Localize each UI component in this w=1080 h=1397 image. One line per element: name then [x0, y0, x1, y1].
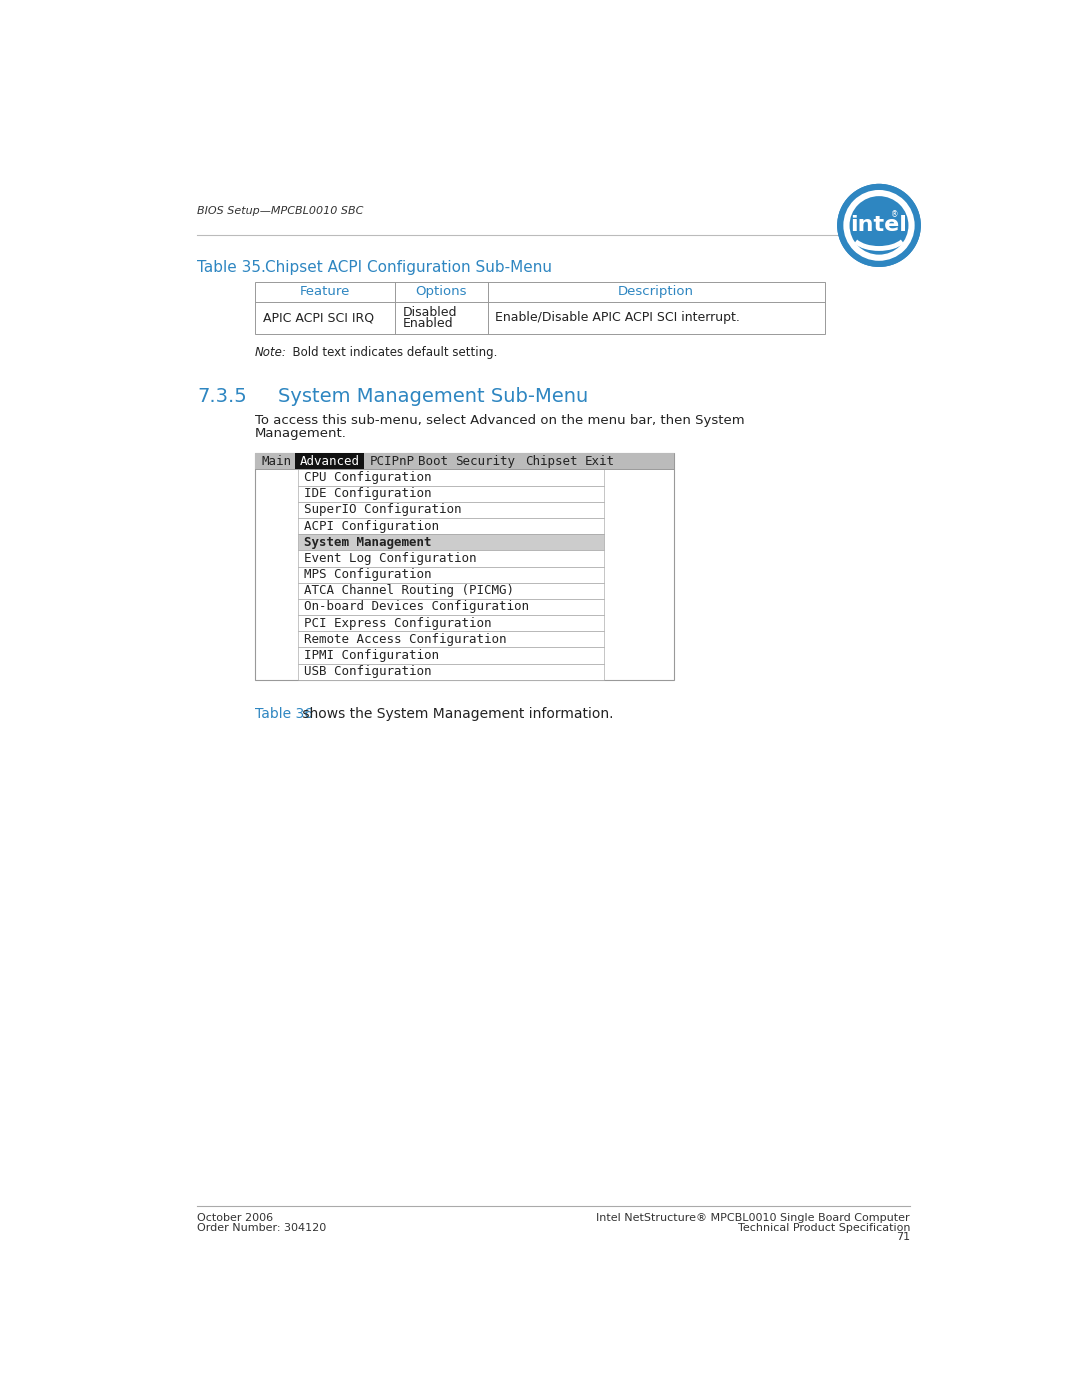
Text: BIOS Setup—MPCBL0010 SBC: BIOS Setup—MPCBL0010 SBC — [197, 207, 363, 217]
Text: ACPI Configuration: ACPI Configuration — [303, 520, 438, 532]
Text: PCI Express Configuration: PCI Express Configuration — [303, 616, 491, 630]
Text: Enabled: Enabled — [403, 317, 453, 330]
Bar — [255, 453, 674, 680]
Text: System Management: System Management — [303, 535, 431, 549]
Bar — [296, 453, 364, 469]
Bar — [298, 550, 604, 567]
Bar — [298, 502, 604, 518]
Bar — [298, 567, 604, 583]
Circle shape — [843, 190, 915, 261]
Text: Table 35.: Table 35. — [197, 260, 266, 275]
Text: intel: intel — [851, 215, 907, 235]
Text: SuperIO Configuration: SuperIO Configuration — [303, 503, 461, 517]
Text: 71: 71 — [896, 1232, 910, 1242]
Bar — [298, 534, 604, 550]
Circle shape — [837, 184, 921, 267]
Text: Boot: Boot — [418, 454, 448, 468]
Bar — [298, 518, 604, 534]
Text: Enable/Disable APIC ACPI SCI interrupt.: Enable/Disable APIC ACPI SCI interrupt. — [496, 312, 740, 324]
Text: To access this sub-menu, select Advanced on the menu bar, then System: To access this sub-menu, select Advanced… — [255, 414, 745, 427]
Bar — [298, 615, 604, 631]
Text: Management.: Management. — [255, 427, 347, 440]
Text: Security: Security — [455, 454, 515, 468]
Text: IPMI Configuration: IPMI Configuration — [303, 650, 438, 662]
Bar — [298, 583, 604, 599]
Ellipse shape — [845, 191, 914, 260]
Text: Feature: Feature — [299, 285, 350, 298]
Text: MPS Configuration: MPS Configuration — [303, 569, 431, 581]
Text: System Management Sub-Menu: System Management Sub-Menu — [279, 387, 589, 407]
Text: Chipset: Chipset — [525, 454, 578, 468]
Text: Order Number: 304120: Order Number: 304120 — [197, 1222, 326, 1232]
Text: Advanced: Advanced — [299, 454, 360, 468]
Text: ®: ® — [891, 210, 899, 219]
Text: CPU Configuration: CPU Configuration — [303, 471, 431, 485]
Bar — [298, 647, 604, 664]
Text: Table 36: Table 36 — [255, 707, 313, 721]
Text: shows the System Management information.: shows the System Management information. — [298, 707, 613, 721]
Text: Disabled: Disabled — [403, 306, 457, 319]
Text: ATCA Channel Routing (PICMG): ATCA Channel Routing (PICMG) — [303, 584, 514, 598]
Bar — [298, 599, 604, 615]
Text: Intel NetStructure® MPCBL0010 Single Board Computer: Intel NetStructure® MPCBL0010 Single Boa… — [596, 1214, 910, 1224]
Text: 7.3.5: 7.3.5 — [197, 387, 246, 407]
Text: Bold text indicates default setting.: Bold text indicates default setting. — [284, 346, 497, 359]
Circle shape — [850, 196, 908, 254]
Ellipse shape — [837, 184, 921, 267]
Text: PCIPnP: PCIPnP — [369, 454, 415, 468]
Text: On-board Devices Configuration: On-board Devices Configuration — [303, 601, 529, 613]
Bar — [298, 631, 604, 647]
Text: Note:: Note: — [255, 346, 287, 359]
Text: October 2006: October 2006 — [197, 1214, 273, 1224]
Text: Chipset ACPI Configuration Sub-Menu: Chipset ACPI Configuration Sub-Menu — [266, 260, 552, 275]
Text: IDE Configuration: IDE Configuration — [303, 488, 431, 500]
Text: APIC ACPI SCI IRQ: APIC ACPI SCI IRQ — [262, 312, 374, 324]
Text: Technical Product Specification: Technical Product Specification — [738, 1222, 910, 1232]
Text: Exit: Exit — [584, 454, 615, 468]
Bar — [298, 664, 604, 680]
Text: Options: Options — [416, 285, 467, 298]
Text: Event Log Configuration: Event Log Configuration — [303, 552, 476, 564]
Text: Description: Description — [618, 285, 694, 298]
Bar — [255, 282, 825, 334]
Text: USB Configuration: USB Configuration — [303, 665, 431, 678]
Text: Remote Access Configuration: Remote Access Configuration — [303, 633, 507, 645]
Bar — [298, 469, 604, 486]
Ellipse shape — [845, 191, 914, 260]
Bar — [298, 486, 604, 502]
Bar — [255, 453, 674, 469]
Text: Main: Main — [261, 454, 292, 468]
